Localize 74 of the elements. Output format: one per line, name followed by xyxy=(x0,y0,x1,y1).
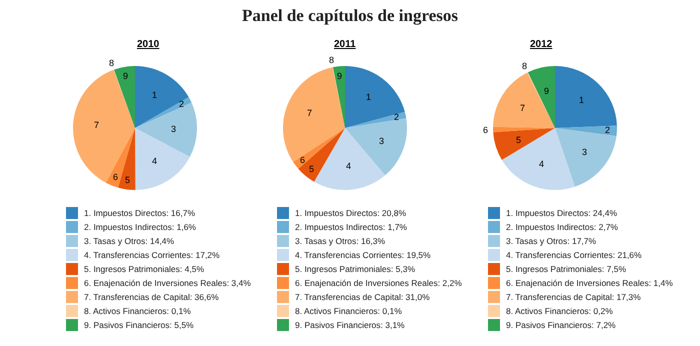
legend-label: 8. Activos Financieros: 0,1% xyxy=(295,306,402,316)
text: 4 xyxy=(539,159,544,169)
legend-label: 3. Tasas y Otros: 17,7% xyxy=(506,236,597,246)
chart-title: 2012 xyxy=(530,39,553,50)
text: 7 xyxy=(307,108,312,118)
text: 1 xyxy=(366,92,372,102)
legend-label: 1. Impuestos Directos: 16,7% xyxy=(84,208,196,218)
text: 1 xyxy=(579,95,584,105)
pie-slice xyxy=(298,128,345,182)
text: 3 xyxy=(171,124,176,134)
text: 5 xyxy=(309,164,314,174)
pie-slice xyxy=(106,128,135,188)
legend-label: 5. Ingresos Patrimoniales: 5,3% xyxy=(295,264,416,274)
legend-label: 3. Tasas y Otros: 14,4% xyxy=(84,236,175,246)
pie-slice xyxy=(135,102,197,157)
text: 4 xyxy=(152,156,158,166)
pie-slice xyxy=(73,70,135,183)
legend-label: 9. Pasivos Financieros: 5,5% xyxy=(84,320,194,330)
legend-label: 7. Transferencias de Capital: 17,3% xyxy=(506,292,642,302)
text: Panel de capítulos de ingresos xyxy=(242,6,458,25)
text: 9 xyxy=(544,86,550,96)
text: 6 xyxy=(483,125,488,135)
legend-label: 5. Ingresos Patrimoniales: 4,5% xyxy=(84,264,204,274)
legend-label: 5. Ingresos Patrimoniales: 7,5% xyxy=(506,264,626,274)
legend-label: 8. Activos Financieros: 0,1% xyxy=(84,306,192,316)
pie-slice xyxy=(314,128,386,190)
pie-slice xyxy=(502,128,575,190)
pie-slice xyxy=(283,67,345,162)
legend-label: 2. Impuestos Indirectos: 1,7% xyxy=(295,222,408,232)
legend-label: 6. Enajenación de Inversiones Reales: 3,4% xyxy=(84,278,252,288)
legend-label: 9. Pasivos Financieros: 3,1% xyxy=(295,320,406,330)
text: 5 xyxy=(516,135,522,145)
legend-label: 6. Enajenación de Inversiones Reales: 2,2% xyxy=(295,278,462,288)
legend-label: 3. Tasas y Otros: 16,3% xyxy=(295,236,386,246)
legend-label: 2. Impuestos Indirectos: 1,6% xyxy=(84,222,196,232)
text: 3 xyxy=(379,136,384,146)
pie-slice xyxy=(118,128,136,190)
pie-slice xyxy=(493,72,555,128)
pie-slice xyxy=(555,66,617,128)
text: 7 xyxy=(94,120,100,130)
text: 9 xyxy=(337,71,342,81)
chart-title: 2011 xyxy=(334,39,356,50)
text: 2 xyxy=(394,112,400,122)
pie-slice xyxy=(345,66,405,128)
legend-label: 4. Transferencias Corrientes: 19,5% xyxy=(295,250,432,260)
text: 2 xyxy=(179,99,184,109)
text: 4 xyxy=(346,161,352,171)
legend-label: 8. Activos Financieros: 0,2% xyxy=(506,306,614,316)
pie-slice xyxy=(345,118,407,176)
text: 8 xyxy=(109,58,114,68)
chart-title: 2010 xyxy=(137,39,160,50)
text: 7 xyxy=(520,103,526,113)
pie-slice xyxy=(493,128,555,160)
legend-label: 7. Transferencias de Capital: 31,0% xyxy=(295,292,430,302)
legend-label: 1. Impuestos Directos: 20,8% xyxy=(295,208,406,218)
text: 5 xyxy=(125,175,130,185)
legend-label: 7. Transferencias de Capital: 36,6% xyxy=(84,292,220,302)
pie-slice xyxy=(555,128,616,187)
text: 6 xyxy=(300,155,306,165)
pie-slice xyxy=(555,126,617,136)
text: 9 xyxy=(123,71,128,81)
legend-label: 2. Impuestos Indirectos: 2,7% xyxy=(506,222,618,232)
text: 8 xyxy=(329,55,334,65)
text: 6 xyxy=(113,172,118,182)
legend-label: 6. Enajenación de Inversiones Reales: 1,4% xyxy=(506,278,674,288)
text: 1 xyxy=(152,90,158,100)
text: 2 xyxy=(605,125,610,135)
legend-label: 4. Transferencias Corrientes: 21,6% xyxy=(506,250,642,260)
text: 3 xyxy=(582,147,588,157)
legend-label: 9. Pasivos Financieros: 7,2% xyxy=(506,320,616,330)
legend-label: 4. Transferencias Corrientes: 17,2% xyxy=(84,250,220,260)
pie-slice xyxy=(345,112,406,128)
legend-label: 1. Impuestos Directos: 24,4% xyxy=(506,208,618,218)
text: 8 xyxy=(522,61,528,71)
